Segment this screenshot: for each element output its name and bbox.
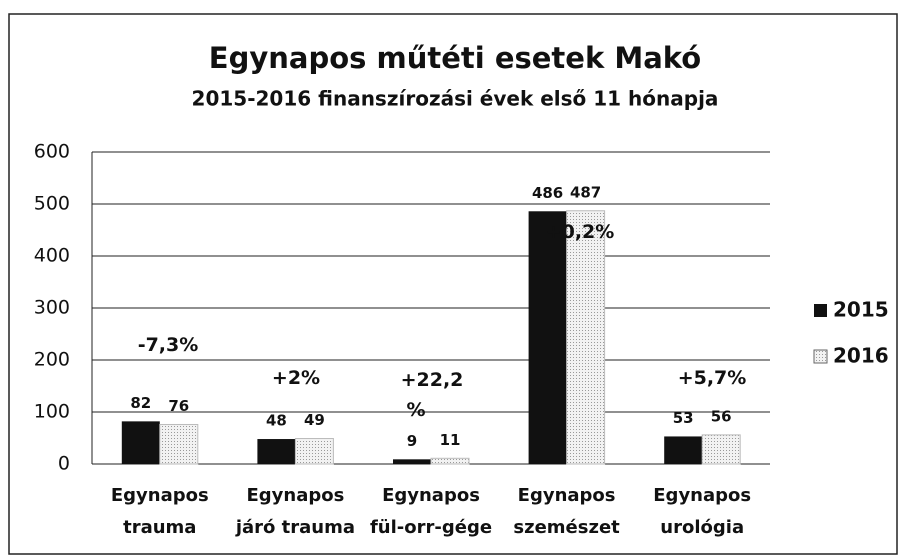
- legend-label: 2015: [833, 298, 889, 322]
- value-label: 82: [130, 394, 151, 412]
- legend-swatch: [813, 349, 828, 364]
- y-tick-label: 200: [34, 349, 70, 371]
- bar: [701, 434, 741, 465]
- y-tick-label: 500: [34, 193, 70, 215]
- x-tick-label: Egynapos járó trauma: [235, 485, 355, 538]
- y-tick-label: 600: [34, 141, 70, 163]
- y-tick-label: 300: [34, 297, 70, 319]
- legend-swatch: [814, 304, 827, 317]
- bar: [430, 457, 470, 465]
- bar: [159, 423, 199, 465]
- value-label: 53: [673, 409, 694, 427]
- y-tick-label: 400: [34, 245, 70, 267]
- x-tick-label: Egynapos trauma: [111, 485, 209, 538]
- frame: [8, 13, 898, 555]
- bar: [121, 421, 160, 464]
- bar: [257, 439, 296, 464]
- value-label: 487: [570, 183, 601, 201]
- value-label: 76: [168, 397, 189, 415]
- annotation: +2%: [272, 367, 320, 389]
- annotation: +0,2%: [546, 221, 615, 243]
- x-tick-label: Egynapos szemészet: [513, 485, 620, 538]
- value-label: 11: [440, 431, 461, 449]
- value-label: 56: [711, 407, 732, 425]
- x-tick-label: Egynapos urológia: [653, 485, 751, 538]
- value-label: 486: [532, 184, 563, 202]
- bar: [664, 436, 703, 464]
- value-label: 9: [407, 432, 417, 450]
- annotation: -7,3%: [138, 334, 199, 356]
- y-tick-label: 0: [58, 453, 70, 475]
- chart-title: Egynapos műtéti esetek Makó: [209, 41, 701, 75]
- bar: [528, 211, 567, 464]
- chart-subtitle: 2015-2016 finanszírozási évek első 11 hó…: [192, 87, 719, 111]
- bar: [393, 459, 431, 464]
- annotation: +5,7%: [678, 367, 747, 389]
- annotation: +22,2%: [401, 369, 464, 421]
- legend-label: 2016: [833, 344, 889, 368]
- value-label: 48: [266, 412, 287, 430]
- value-label: 49: [304, 411, 325, 429]
- y-tick-label: 100: [34, 401, 70, 423]
- x-tick-label: Egynapos fül-orr-gége: [370, 485, 492, 538]
- bar: [294, 438, 334, 465]
- bar: [566, 210, 606, 465]
